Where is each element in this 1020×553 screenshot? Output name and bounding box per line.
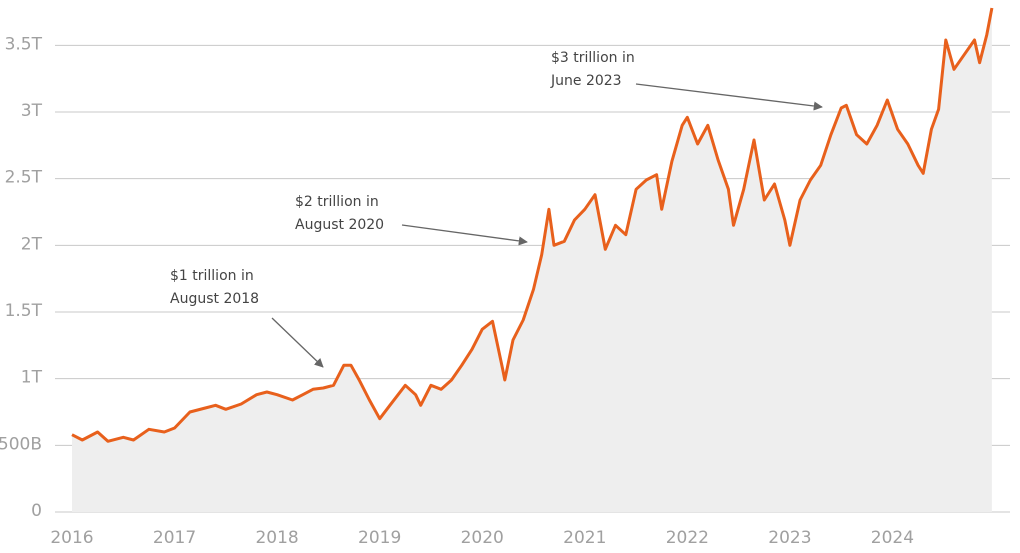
x-tick-label: 2016 (50, 528, 93, 548)
x-tick-label: 2022 (666, 528, 709, 548)
annotation-text: $2 trillion in (295, 194, 379, 210)
annotation-arrow (401, 224, 528, 246)
annotation-text: June 2023 (550, 73, 622, 89)
annotation-text: August 2020 (295, 217, 384, 233)
annotation-text: August 2018 (170, 291, 259, 307)
plot (71, 7, 994, 512)
annotation-text: $3 trillion in (551, 50, 635, 66)
x-tick-label: 2020 (461, 528, 504, 548)
y-tick-label: 3.5T (5, 34, 43, 54)
area (72, 8, 992, 512)
annotation-arrow (635, 83, 823, 111)
annotation: $3 trillion in June 2023 (550, 50, 823, 111)
annotation-arrow (271, 317, 324, 368)
y-tick-label: 3T (21, 101, 43, 121)
y-tick-label: 1T (21, 368, 43, 388)
y-tick-label: 0 (31, 501, 42, 521)
annotation: $1 trillion in August 2018 (170, 268, 324, 368)
y-tick-label: 500B (0, 434, 42, 454)
x-tick-label: 2018 (255, 528, 298, 548)
y-tick-label: 1.5T (5, 301, 43, 321)
y-tick-label: 2.5T (5, 168, 43, 188)
y-tick-label: 2T (21, 234, 43, 254)
annotation: $2 trillion in August 2020 (295, 194, 528, 246)
x-tick-label: 2024 (871, 528, 914, 548)
x-tick-label: 2017 (153, 528, 196, 548)
x-tick-label: 2019 (358, 528, 401, 548)
line (71, 7, 994, 443)
x-tick-label: 2021 (563, 528, 606, 548)
x-tick-label: 2023 (768, 528, 811, 548)
annotation-text: $1 trillion in (170, 268, 254, 284)
